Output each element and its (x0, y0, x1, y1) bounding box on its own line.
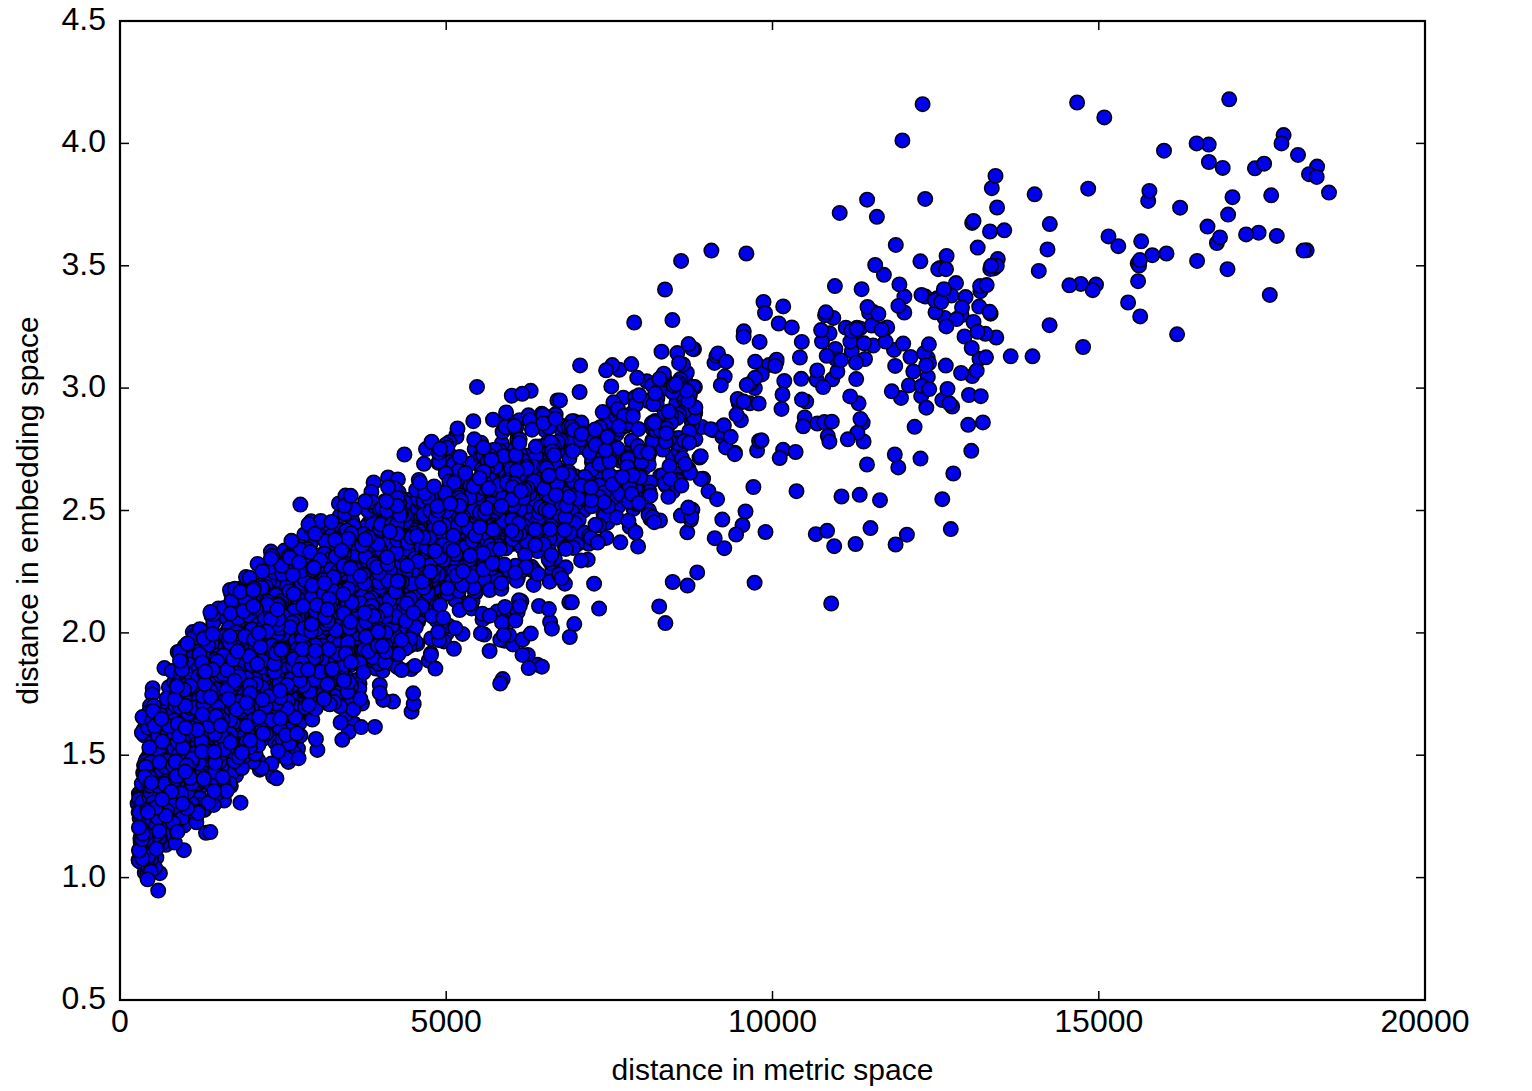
svg-text:distance in embedding space: distance in embedding space (11, 316, 44, 705)
svg-text:1.0: 1.0 (62, 858, 106, 894)
svg-text:15000: 15000 (1054, 1003, 1143, 1039)
svg-text:10000: 10000 (728, 1003, 817, 1039)
svg-text:4.0: 4.0 (62, 123, 106, 159)
svg-text:3.5: 3.5 (62, 246, 106, 282)
svg-text:3.0: 3.0 (62, 368, 106, 404)
svg-text:distance in metric space: distance in metric space (612, 1053, 934, 1086)
svg-text:2.5: 2.5 (62, 491, 106, 527)
svg-text:0: 0 (111, 1003, 129, 1039)
svg-text:20000: 20000 (1381, 1003, 1470, 1039)
svg-text:4.5: 4.5 (62, 1, 106, 37)
svg-text:0.5: 0.5 (62, 980, 106, 1016)
svg-text:1.5: 1.5 (62, 735, 106, 771)
svg-text:2.0: 2.0 (62, 613, 106, 649)
svg-text:5000: 5000 (411, 1003, 482, 1039)
